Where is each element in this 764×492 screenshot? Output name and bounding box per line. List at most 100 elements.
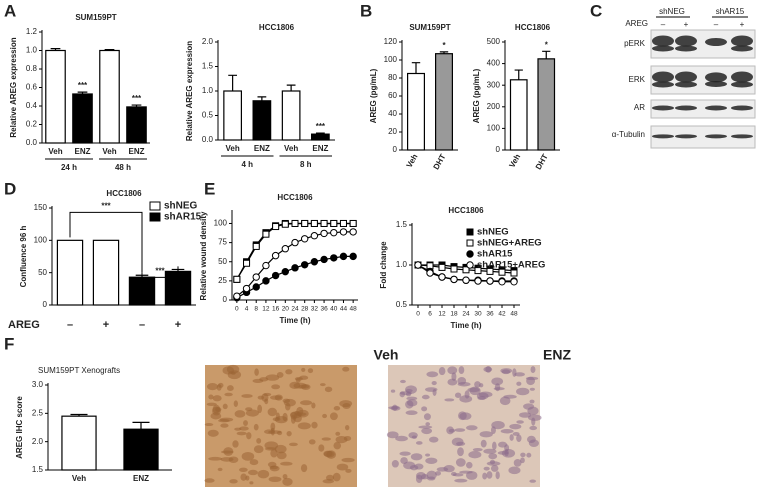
cell (425, 387, 438, 392)
cell (498, 441, 508, 448)
error-bar (411, 62, 421, 74)
cell (500, 428, 514, 434)
cell (438, 366, 446, 376)
marker (426, 269, 434, 277)
cell (529, 387, 535, 391)
marker (233, 275, 241, 283)
marker (262, 230, 270, 238)
cell (301, 367, 306, 372)
cell (311, 402, 316, 409)
marker (450, 275, 458, 284)
cell (204, 478, 215, 483)
cell (405, 410, 418, 416)
y-tick-label: 0.0 (202, 135, 214, 144)
y-tick-label: 0.5 (202, 111, 214, 120)
x-tick-label: 36 (320, 306, 328, 313)
cell (336, 463, 349, 471)
cell (423, 413, 431, 421)
x-tick-label: 4 (245, 306, 249, 313)
cell (333, 406, 341, 411)
blot-lane: + (684, 20, 689, 29)
marker (300, 235, 309, 243)
cell (474, 381, 481, 388)
blot-lane: – (661, 20, 666, 29)
significance: *** (316, 122, 326, 131)
y-tick-label: 40 (388, 109, 397, 118)
cell (243, 420, 248, 427)
cell (268, 476, 282, 482)
x-tick-label: ENZ (312, 144, 328, 153)
panel-letter: E (204, 179, 215, 198)
x-tick-label: 18 (450, 311, 458, 318)
blot-band (731, 134, 753, 139)
marker (252, 242, 260, 250)
marker (474, 277, 482, 285)
cell (516, 381, 522, 386)
cell (272, 417, 281, 422)
cell (416, 472, 426, 480)
cell (300, 400, 313, 406)
bar (92, 239, 120, 306)
error-bar (50, 48, 61, 51)
chart-title: HCC1806 (448, 206, 484, 215)
cell (245, 409, 259, 417)
cell (488, 453, 498, 460)
cell (395, 435, 408, 442)
x-tick-label: 24 (291, 306, 299, 313)
x-tick-label: Veh (507, 152, 522, 169)
cell (297, 422, 311, 430)
cell (457, 377, 467, 385)
y-axis-label: Relative AREG expression (9, 37, 18, 137)
x-tick-label: 36 (486, 311, 494, 318)
blot-lane: – (714, 20, 719, 29)
y-tick-label: 50 (218, 257, 227, 266)
blot-band (705, 134, 727, 139)
blot-frame (650, 99, 756, 119)
legend-label: shNEG (477, 227, 509, 238)
cell (492, 441, 497, 450)
y-tick-label: 400 (487, 59, 501, 68)
y-tick-label: 0 (223, 295, 228, 304)
group-label: 48 h (115, 163, 131, 172)
blot-group: shAR15 (716, 7, 745, 16)
cell (252, 378, 264, 383)
blot-band (731, 45, 753, 52)
cell (466, 471, 478, 480)
cell (482, 472, 488, 480)
cell (293, 414, 302, 423)
blot-band (652, 105, 674, 111)
y-tick-label: 1.5 (202, 62, 214, 71)
cell (276, 451, 287, 460)
cell (267, 407, 277, 417)
cell (392, 404, 398, 411)
cell (469, 386, 481, 396)
cell (308, 439, 316, 445)
cell (239, 426, 249, 431)
y-tick-label: 0.4 (26, 101, 38, 110)
error-bar (439, 51, 449, 54)
blot-row: ERK (629, 75, 646, 84)
marker (486, 267, 494, 275)
y-tick-label: 2.5 (32, 408, 44, 417)
cell (529, 399, 535, 404)
cell (431, 381, 437, 386)
x-tick-label: 32 (311, 306, 319, 313)
cell (454, 428, 466, 432)
marker (462, 266, 470, 274)
x-tick-label: DHT (534, 152, 550, 171)
cell (425, 422, 431, 426)
cell (240, 473, 247, 481)
cell (342, 366, 350, 372)
y-tick-label: 60 (388, 91, 397, 100)
x-tick-label: 48 (510, 311, 518, 318)
cell (274, 444, 287, 454)
marker (320, 255, 328, 264)
legend-swatch (149, 212, 161, 222)
marker (339, 228, 348, 236)
cell (241, 394, 253, 398)
blot-band (705, 72, 727, 83)
legend-marker (466, 239, 474, 247)
cell (509, 434, 514, 441)
x-tick-label: 40 (330, 306, 338, 313)
marker (486, 277, 494, 285)
